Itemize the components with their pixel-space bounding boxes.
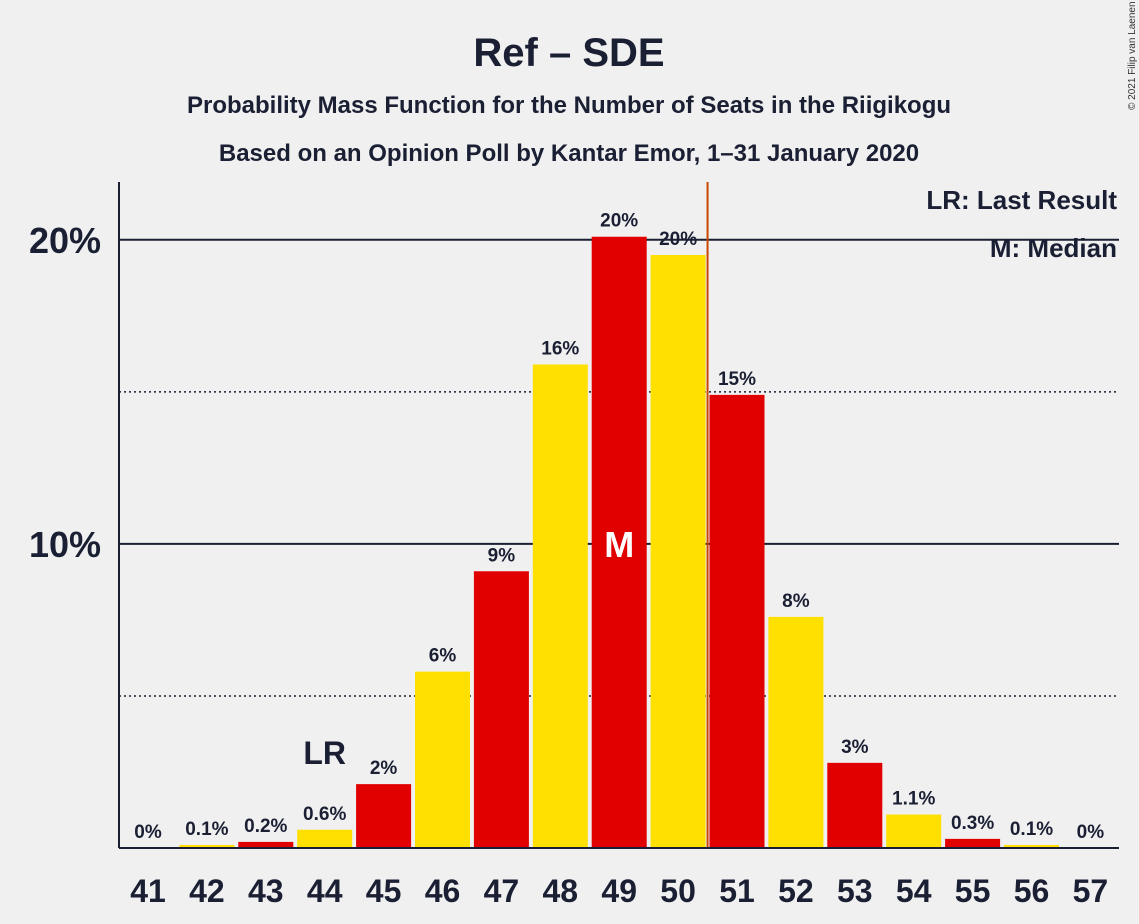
data-label: 3% xyxy=(841,737,869,758)
legend-median: M: Median xyxy=(990,233,1117,263)
x-tick-label: 45 xyxy=(366,873,402,909)
data-label: 1.1% xyxy=(892,789,935,810)
bar xyxy=(827,762,883,848)
chart-subtitle-2: Based on an Opinion Poll by Kantar Emor,… xyxy=(219,140,919,167)
bar xyxy=(1004,844,1059,848)
bar xyxy=(238,841,294,848)
y-tick-label: 20% xyxy=(29,220,101,261)
x-tick-label: 52 xyxy=(778,873,814,909)
bar xyxy=(179,844,235,848)
data-label: 0% xyxy=(134,822,162,843)
x-tick-label: 46 xyxy=(425,873,461,909)
bars xyxy=(179,236,1059,848)
x-tick-label: 44 xyxy=(307,873,343,909)
bar xyxy=(297,829,353,848)
bar xyxy=(532,364,588,848)
data-label: 0.1% xyxy=(1010,819,1053,840)
data-label: 0.3% xyxy=(951,813,994,834)
bar xyxy=(709,394,765,848)
bar xyxy=(650,254,706,848)
legend-last-result: LR: Last Result xyxy=(926,185,1117,215)
data-label: 0.6% xyxy=(303,804,346,825)
x-tick-label: 51 xyxy=(719,873,755,909)
bar xyxy=(886,814,942,848)
copyright: © 2021 Filip van Laenen xyxy=(1127,1,1138,110)
bar xyxy=(945,838,1001,848)
chart-subtitle: Probability Mass Function for the Number… xyxy=(187,92,951,119)
data-label: 0% xyxy=(1077,822,1105,843)
bar xyxy=(473,571,529,848)
data-label: 0.1% xyxy=(185,819,228,840)
x-tick-label: 43 xyxy=(248,873,284,909)
bar xyxy=(591,236,647,848)
last-result-marker: LR xyxy=(303,735,346,771)
x-tick-label: 49 xyxy=(601,873,637,909)
x-tick-label: 54 xyxy=(896,873,932,909)
x-tick-label: 56 xyxy=(1014,873,1050,909)
data-label: 20% xyxy=(659,229,697,250)
x-tick-label: 41 xyxy=(130,873,166,909)
chart-title: Ref – SDE xyxy=(473,31,664,75)
bar xyxy=(415,671,470,848)
data-label: 6% xyxy=(429,646,457,667)
data-label: 15% xyxy=(718,369,756,390)
bar xyxy=(356,784,412,848)
data-label: 20% xyxy=(600,211,638,232)
axes: 10% 20% 41 42 43 44 45 46 47 48 49 50 51 52 53 54 55 56 57 xyxy=(29,182,1119,909)
x-tick-label: 53 xyxy=(837,873,873,909)
data-label: 8% xyxy=(782,591,810,612)
data-label: 2% xyxy=(370,758,398,779)
x-tick-label: 55 xyxy=(955,873,991,909)
marks: 0% 0.1% 0.2% 0.6% 2% 6% 9% 16% 20% 20% 15% 8% 3% 1.1%… xyxy=(134,182,1104,848)
data-label: 16% xyxy=(541,338,579,359)
y-tick-label: 10% xyxy=(29,524,101,565)
data-label: 0.2% xyxy=(244,816,287,837)
x-tick-label: 50 xyxy=(660,873,696,909)
data-label: 9% xyxy=(488,545,516,566)
x-tick-label: 47 xyxy=(484,873,520,909)
x-tick-label: 42 xyxy=(189,873,225,909)
median-marker: M xyxy=(604,524,634,565)
x-tick-label: 57 xyxy=(1073,873,1109,909)
x-tick-label: 48 xyxy=(543,873,579,909)
bar xyxy=(768,616,824,848)
